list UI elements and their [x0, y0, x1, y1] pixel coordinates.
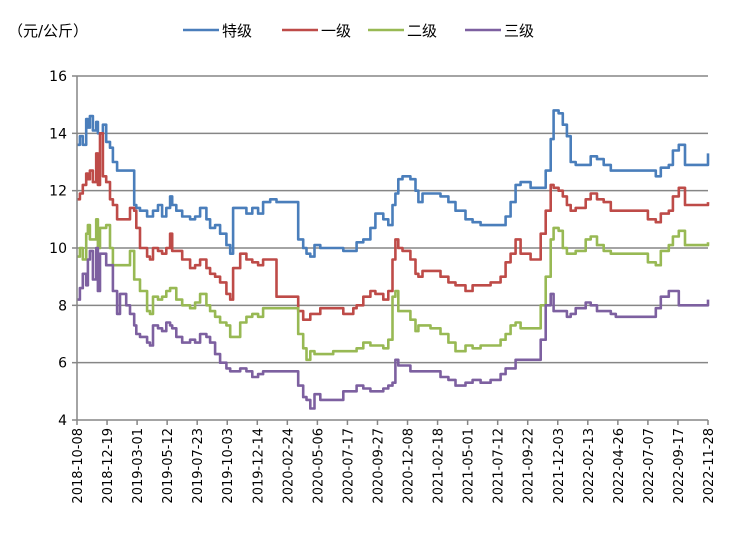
x-tick-label: 2022-09-17: [672, 428, 687, 504]
x-tick-label: 2018-12-19: [101, 428, 116, 504]
series-lines: [77, 109, 710, 410]
legend: 特级 一级 二级 三级: [183, 22, 534, 40]
y-tick-label: 4: [58, 413, 67, 429]
legend-label: 特级: [222, 22, 252, 40]
y-tick-label: 16: [49, 69, 67, 85]
y-tick-label: 12: [49, 184, 67, 200]
x-tick-label: 2020-12-08: [402, 428, 417, 504]
x-tick-label: 2021-07-12: [492, 428, 507, 504]
x-tick-label: 2022-11-28: [702, 428, 717, 504]
x-tick-label: 2022-07-07: [642, 428, 657, 504]
series-line-1: [77, 109, 710, 258]
x-tick-label: 2021-09-22: [522, 428, 537, 504]
x-tick-label: 2020-05-06: [311, 428, 326, 504]
legend-label: 一级: [321, 22, 351, 40]
legend-label: 二级: [407, 22, 437, 40]
series-line-2: [77, 132, 710, 321]
unit-label: （元/公斤）: [8, 22, 88, 40]
y-tick-label: 14: [49, 126, 67, 142]
x-tick-label: 2020-07-17: [341, 428, 356, 504]
x-tick-label: 2019-05-12: [161, 428, 176, 504]
x-tick-label: 2020-02-24: [281, 428, 296, 504]
y-tick-label: 8: [58, 298, 67, 314]
x-tick-label: 2022-04-26: [612, 428, 627, 504]
x-tick-label: 2019-12-14: [251, 428, 266, 504]
y-tick-label: 10: [49, 241, 67, 257]
x-tick-label: 2021-12-03: [552, 428, 567, 504]
x-tick-label: 2019-10-03: [221, 428, 236, 504]
x-tick-label: 2019-03-01: [131, 428, 146, 504]
x-tick-label: 2020-09-27: [371, 428, 386, 504]
x-tick-label: 2021-05-01: [462, 428, 477, 504]
x-tick-label: 2021-02-18: [432, 428, 447, 504]
x-tick-label: 2019-07-23: [191, 428, 206, 504]
y-tick-label: 6: [58, 356, 67, 372]
x-tick-label: 2018-10-08: [71, 428, 86, 504]
x-tick-label: 2022-02-13: [582, 428, 597, 504]
x-axis-ticks: 2018-10-08 2018-12-19 2019-03-01 2019-05-12…: [71, 420, 717, 504]
y-axis-ticks: 4 6 8 10 12 14 16: [49, 69, 77, 429]
series-line-4: [77, 246, 710, 410]
series-line-3: [77, 218, 710, 362]
legend-label: 三级: [504, 22, 534, 40]
